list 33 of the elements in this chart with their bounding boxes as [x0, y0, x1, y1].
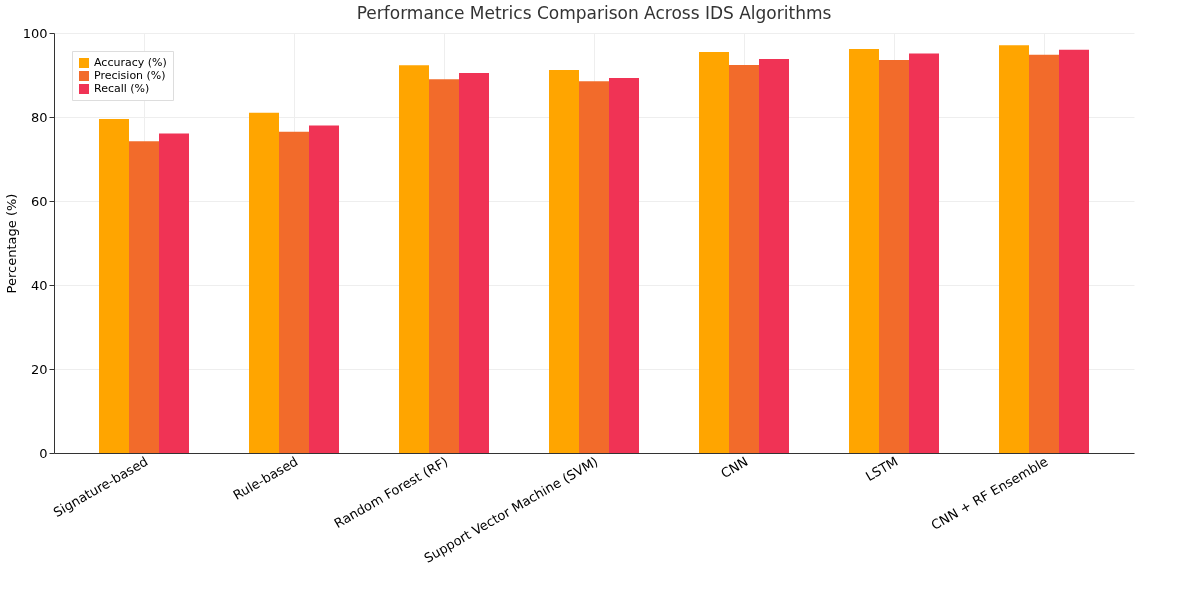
bar [279, 131, 309, 453]
y-tick-label: 0 [39, 445, 48, 461]
y-tick-label: 20 [30, 361, 48, 377]
bar [1059, 49, 1089, 453]
bar [609, 77, 639, 453]
bar [1029, 54, 1059, 453]
y-tick-label: 40 [30, 277, 48, 293]
x-tick-label: CNN [718, 453, 751, 482]
bar [579, 81, 609, 453]
legend-label: Recall (%) [94, 82, 150, 95]
bar [699, 51, 729, 453]
y-axis-title: Percentage (%) [3, 193, 19, 294]
y-tick-label: 100 [22, 25, 48, 41]
bar [759, 59, 789, 453]
bar [249, 112, 279, 453]
bar [729, 64, 759, 453]
legend-label: Accuracy (%) [94, 56, 167, 69]
bar [879, 59, 909, 453]
y-tick-label: 60 [30, 193, 48, 209]
bar [129, 141, 159, 453]
bar [909, 53, 939, 453]
bar [459, 72, 489, 453]
legend-label: Precision (%) [94, 69, 166, 82]
bar [399, 65, 429, 453]
bar [309, 125, 339, 453]
bar [549, 69, 579, 453]
bar [99, 119, 129, 453]
bar [429, 79, 459, 453]
bar [999, 45, 1029, 453]
y-tick-label: 80 [30, 109, 48, 125]
chart-title: Performance Metrics Comparison Across IDS Algorithms [356, 3, 832, 23]
bar [159, 133, 189, 453]
bar [849, 48, 879, 453]
